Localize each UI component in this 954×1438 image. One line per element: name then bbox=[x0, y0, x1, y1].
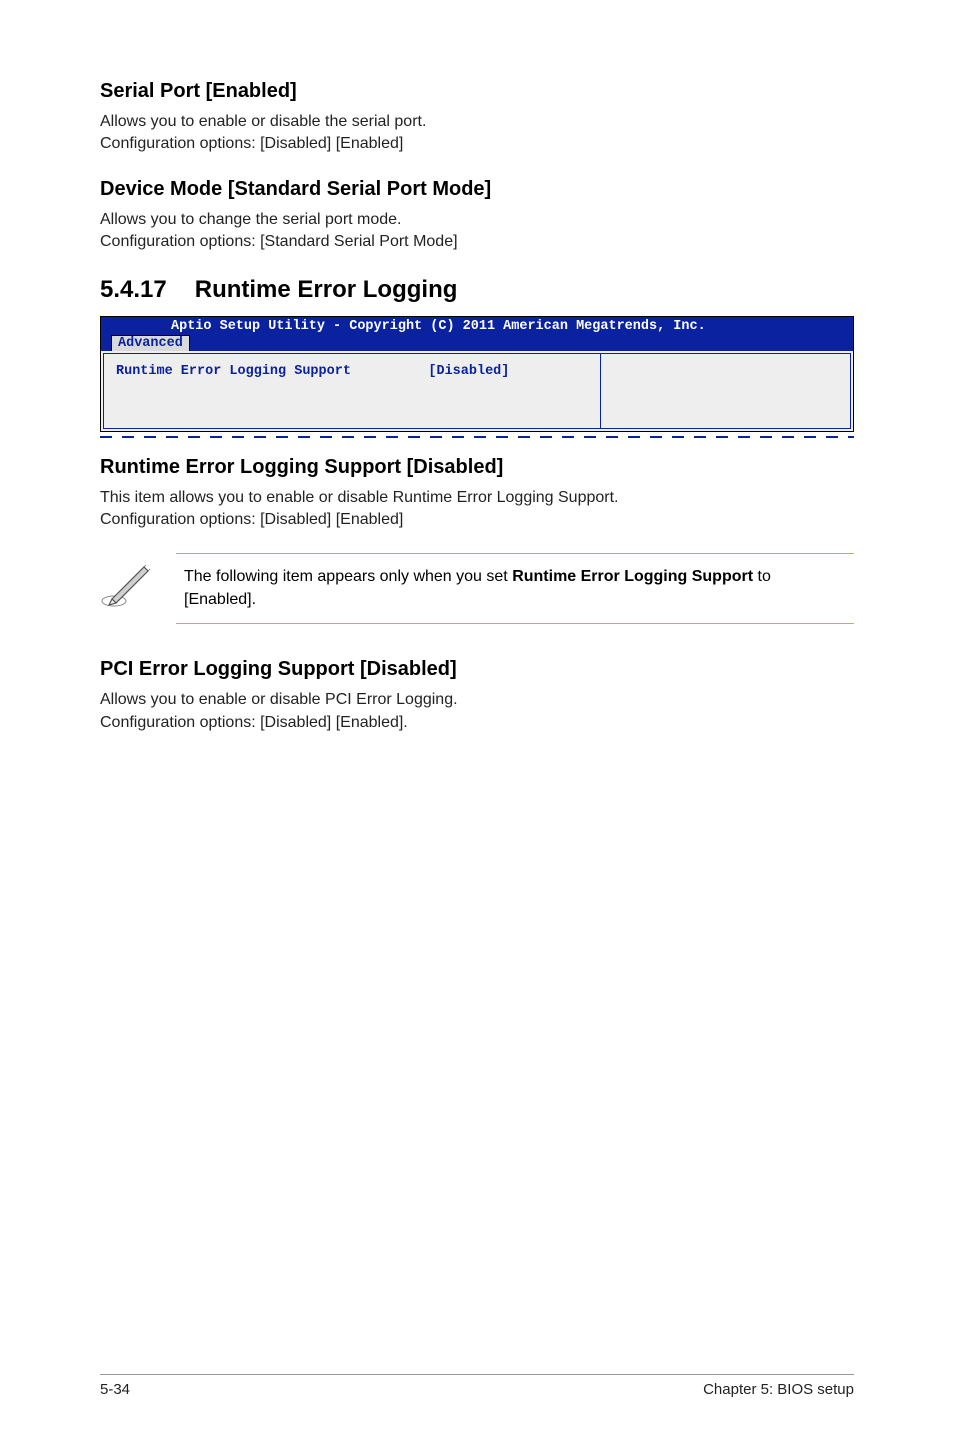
page-footer: 5-34 Chapter 5: BIOS setup bbox=[100, 1374, 854, 1398]
serial-port-body: Allows you to enable or disable the seri… bbox=[100, 111, 854, 156]
dash-separator bbox=[100, 436, 854, 438]
section-number: 5.4.17 bbox=[100, 276, 167, 304]
runtime-error-line1: This item allows you to enable or disabl… bbox=[100, 489, 619, 506]
pci-error-heading: PCI Error Logging Support [Disabled] bbox=[100, 658, 854, 681]
runtime-error-body: This item allows you to enable or disabl… bbox=[100, 487, 854, 532]
bios-tab-advanced: Advanced bbox=[111, 335, 190, 351]
bios-right-pane bbox=[600, 353, 851, 429]
bios-setting-label: Runtime Error Logging Support bbox=[116, 364, 428, 418]
footer-page-number: 5-34 bbox=[100, 1381, 130, 1398]
note-text-bold: Runtime Error Logging Support bbox=[512, 568, 753, 585]
bios-left-pane: Runtime Error Logging Support [Disabled] bbox=[103, 353, 600, 429]
device-mode-body: Allows you to change the serial port mod… bbox=[100, 209, 854, 254]
runtime-error-heading: Runtime Error Logging Support [Disabled] bbox=[100, 456, 854, 479]
note-content: The following item appears only when you… bbox=[176, 553, 854, 624]
note-text-pre: The following item appears only when you… bbox=[184, 568, 512, 585]
device-mode-line2: Configuration options: [Standard Serial … bbox=[100, 233, 458, 250]
runtime-error-line2: Configuration options: [Disabled] [Enabl… bbox=[100, 511, 403, 528]
pci-error-body: Allows you to enable or disable PCI Erro… bbox=[100, 689, 854, 734]
device-mode-line1: Allows you to change the serial port mod… bbox=[100, 211, 402, 228]
pencil-icon bbox=[100, 553, 152, 614]
bios-header-text: Aptio Setup Utility - Copyright (C) 2011… bbox=[111, 319, 843, 334]
pci-error-line1: Allows you to enable or disable PCI Erro… bbox=[100, 691, 458, 708]
serial-port-line1: Allows you to enable or disable the seri… bbox=[100, 113, 426, 130]
note-block: The following item appears only when you… bbox=[100, 553, 854, 624]
footer-chapter: Chapter 5: BIOS setup bbox=[703, 1381, 854, 1398]
bios-body: Runtime Error Logging Support [Disabled] bbox=[101, 351, 853, 431]
serial-port-heading: Serial Port [Enabled] bbox=[100, 80, 854, 103]
bios-header: Aptio Setup Utility - Copyright (C) 2011… bbox=[101, 317, 853, 351]
serial-port-line2: Configuration options: [Disabled] [Enabl… bbox=[100, 135, 403, 152]
bios-setting-value: [Disabled] bbox=[428, 364, 588, 418]
device-mode-heading: Device Mode [Standard Serial Port Mode] bbox=[100, 178, 854, 201]
pci-error-line2: Configuration options: [Disabled] [Enabl… bbox=[100, 714, 408, 731]
bios-screenshot: Aptio Setup Utility - Copyright (C) 2011… bbox=[100, 316, 854, 432]
section-title: Runtime Error Logging bbox=[195, 276, 458, 303]
section-heading: 5.4.17 Runtime Error Logging bbox=[100, 276, 854, 304]
